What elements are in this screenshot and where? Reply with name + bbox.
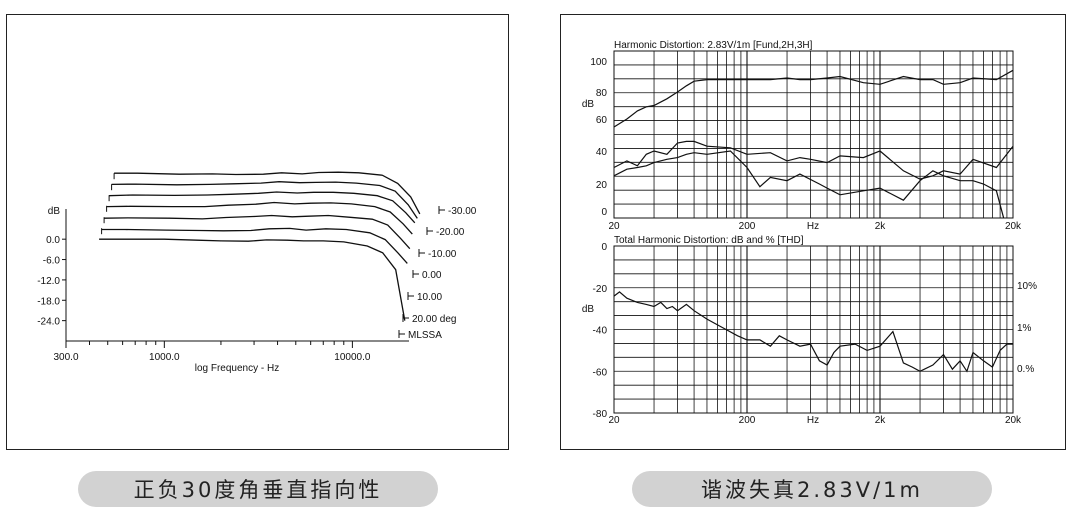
hd-x-axis-label: Hz	[807, 221, 819, 232]
slice-label: -20.00	[436, 227, 465, 238]
caption-polar-response: 正负30度角垂直指向性	[78, 471, 438, 507]
y-tick-label: -12.0	[37, 276, 60, 287]
thd-y-tick-label: -60	[593, 367, 608, 378]
hd-x-tick-label: 20	[608, 221, 620, 232]
x-tick-label: 10000.0	[334, 352, 371, 363]
thd-x-tick-label: 200	[739, 415, 756, 426]
hd-x-tick-label: 2k	[875, 221, 887, 232]
slice-label: MLSSA	[408, 330, 442, 341]
hd-y-tick-label: 0	[601, 207, 607, 218]
hd-y-tick-label: 100	[590, 57, 607, 68]
caption-harmonic-distortion: 谐波失真2.83V/1m	[632, 471, 992, 507]
hd-line-Fund	[613, 69, 1014, 128]
thd-x-axis-label: Hz	[807, 415, 819, 426]
hd-x-tick-label: 200	[739, 221, 756, 232]
y-tick-label: 0.0	[46, 235, 60, 246]
distortion-panel: Harmonic Distortion: 2.83V/1m [Fund,2H,3…	[560, 14, 1066, 450]
y-tick-label: -24.0	[37, 317, 60, 328]
slice-label: 10.00	[417, 292, 442, 303]
hd-y-tick-label: 80	[596, 88, 608, 99]
x-axis-title: log Frequency - Hz	[195, 363, 279, 374]
response-curve--10deg	[104, 214, 411, 250]
distortion-charts: Harmonic Distortion: 2.83V/1m [Fund,2H,3…	[582, 40, 1037, 426]
response-curve--20deg	[101, 227, 408, 264]
hd-y-tick-label: 20	[596, 180, 608, 191]
y-tick-label: -18.0	[37, 296, 60, 307]
thd-x-tick-label: 20k	[1005, 415, 1022, 426]
thd-y-tick-label: -40	[593, 326, 608, 337]
polar-response-chart: dB 0.0 -6.0 -12.0 -18.0 -24.0 300.0 1000.0 10000…	[37, 171, 477, 374]
thd-line-THD	[613, 291, 1013, 373]
slice-label: -30.00	[448, 206, 477, 217]
hd-chart-title: Harmonic Distortion: 2.83V/1m [Fund,2H,3…	[614, 40, 813, 51]
response-curve-20deg	[111, 181, 418, 219]
thd-percent-tick-label: 0.%	[1017, 364, 1034, 375]
slice-label: 0.00	[422, 270, 442, 281]
x-tick-label: 300.0	[53, 352, 78, 363]
y-tick-label: -6.0	[43, 256, 61, 267]
hd-line-2H	[613, 140, 1014, 180]
thd-y-tick-label: 0	[601, 242, 607, 253]
hd-line-3H	[613, 150, 1005, 218]
slice-label: 20.00 deg	[412, 314, 457, 325]
thd-y-tick-label: -20	[593, 284, 608, 295]
hd-x-tick-label: 20k	[1005, 221, 1022, 232]
thd-x-tick-label: 20	[608, 415, 620, 426]
hd-y-tick-label: 40	[596, 147, 608, 158]
thd-y-axis-label: dB	[582, 304, 595, 315]
thd-x-tick-label: 2k	[875, 415, 887, 426]
hd-y-tick-label: 60	[596, 115, 608, 126]
response-curve-reference	[99, 238, 406, 321]
y-axis-label: dB	[48, 206, 61, 217]
hd-y-axis-label: dB	[582, 99, 595, 110]
slice-label: -10.00	[428, 249, 457, 260]
x-tick-label: 1000.0	[149, 352, 180, 363]
response-curve-0deg	[106, 201, 413, 235]
thd-chart-title: Total Harmonic Distortion: dB and % [THD…	[614, 235, 804, 246]
response-curve-10deg	[109, 191, 416, 224]
polar-response-panel: dB 0.0 -6.0 -12.0 -18.0 -24.0 300.0 1000.0 10000…	[6, 14, 509, 450]
thd-percent-tick-label: 10%	[1017, 281, 1037, 292]
thd-percent-tick-label: 1%	[1017, 323, 1032, 334]
response-curve-30deg	[114, 171, 421, 215]
thd-y-tick-label: -80	[593, 409, 608, 420]
